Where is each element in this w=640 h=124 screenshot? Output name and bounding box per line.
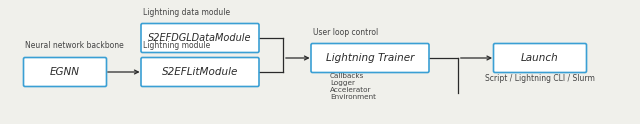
Text: Launch: Launch xyxy=(521,53,559,63)
Text: Callbacks
Logger
Accelerator
Environment: Callbacks Logger Accelerator Environment xyxy=(330,73,376,100)
Text: Lightning Trainer: Lightning Trainer xyxy=(326,53,414,63)
FancyBboxPatch shape xyxy=(141,24,259,52)
Text: Neural network backbone: Neural network backbone xyxy=(25,41,124,50)
FancyBboxPatch shape xyxy=(311,44,429,73)
FancyBboxPatch shape xyxy=(493,44,586,73)
Text: EGNN: EGNN xyxy=(50,67,80,77)
Text: S2EFDGLDataModule: S2EFDGLDataModule xyxy=(148,33,252,43)
Text: User loop control: User loop control xyxy=(313,28,378,37)
FancyBboxPatch shape xyxy=(141,58,259,87)
Text: Script / Lightning CLI / Slurm: Script / Lightning CLI / Slurm xyxy=(485,74,595,83)
Text: Lightning module: Lightning module xyxy=(143,41,211,50)
Text: S2EFLitModule: S2EFLitModule xyxy=(162,67,238,77)
FancyBboxPatch shape xyxy=(24,58,106,87)
Text: Lightning data module: Lightning data module xyxy=(143,8,230,17)
